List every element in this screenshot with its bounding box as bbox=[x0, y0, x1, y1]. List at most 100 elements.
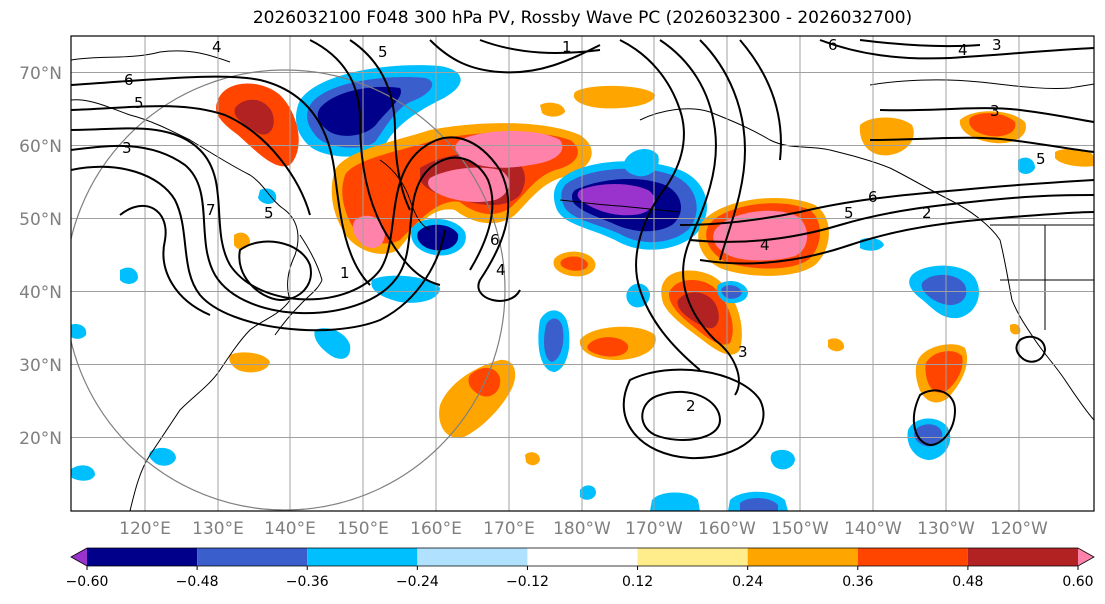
lon-label: 140°W bbox=[844, 519, 902, 539]
positive-anomaly-blob bbox=[925, 351, 963, 393]
pv-contour bbox=[739, 39, 782, 161]
colorbar-tick-label: 0.36 bbox=[842, 574, 873, 590]
lon-label: 130°W bbox=[917, 519, 975, 539]
pv-contour bbox=[1015, 335, 1047, 363]
pv-contour bbox=[479, 39, 601, 54]
colorbar-tick-label: −0.60 bbox=[66, 574, 109, 590]
pv-contour bbox=[429, 39, 601, 74]
colorbar-tick-label: −0.24 bbox=[396, 574, 439, 590]
lon-label: 120°E bbox=[119, 519, 171, 539]
contour-labels: 4 5 1 6 4 3 6 5 3 7 5 6 1 6 5 2 4 4 3 5 … bbox=[122, 36, 1046, 415]
pv-contour bbox=[619, 39, 701, 371]
negative-anomaly-blob bbox=[120, 267, 138, 284]
colorbar-segment bbox=[307, 548, 418, 566]
contour-label: 4 bbox=[760, 236, 770, 254]
pv-contour bbox=[641, 390, 722, 441]
pv-contour bbox=[71, 127, 521, 302]
colorbar-segment bbox=[197, 548, 308, 566]
pv-contour bbox=[71, 144, 494, 315]
japan-coastline bbox=[274, 234, 323, 336]
lon-label: 170°E bbox=[483, 519, 535, 539]
negative-anomaly-blob bbox=[650, 492, 700, 511]
negative-anomaly-blob bbox=[258, 188, 277, 204]
positive-anomaly-blob bbox=[234, 99, 274, 135]
positive-anomaly-blob bbox=[352, 215, 385, 248]
lat-label: 40°N bbox=[19, 283, 62, 303]
positive-anomaly-blob bbox=[234, 232, 250, 250]
pv-contour bbox=[71, 75, 371, 286]
negative-anomaly-blob bbox=[623, 148, 659, 177]
pv-contour bbox=[699, 39, 747, 261]
pv-contour bbox=[699, 211, 1094, 265]
contour-label: 3 bbox=[738, 343, 748, 361]
pv-contour bbox=[879, 107, 1094, 123]
pv-contour bbox=[859, 39, 981, 48]
pv-contour bbox=[309, 39, 441, 286]
colorbar-tick-label: −0.36 bbox=[286, 574, 329, 590]
contour-label: 4 bbox=[958, 41, 968, 59]
contour-label: 5 bbox=[378, 43, 388, 61]
lat-label: 50°N bbox=[19, 210, 62, 230]
contour-label: 1 bbox=[340, 264, 350, 282]
positive-anomaly-blob bbox=[560, 256, 588, 271]
positive-anomaly-blob bbox=[587, 337, 629, 357]
negative-anomaly-blob bbox=[721, 285, 742, 299]
pv-contour bbox=[689, 194, 1094, 243]
lon-label: 150°W bbox=[771, 519, 829, 539]
contour-label: 2 bbox=[922, 204, 932, 222]
coastlines bbox=[71, 50, 1094, 511]
longitude-labels: 120°E 130°E 140°E 150°E 160°E 170°E 180°… bbox=[119, 519, 1048, 539]
lat-label: 20°N bbox=[19, 429, 62, 449]
lon-label: 140°E bbox=[264, 519, 316, 539]
pv-contour bbox=[238, 240, 312, 302]
positive-anomaly-blob bbox=[229, 352, 270, 373]
contour-label: 7 bbox=[206, 201, 216, 219]
grid-lines bbox=[71, 36, 1094, 511]
negative-anomaly-blob bbox=[71, 465, 95, 481]
negative-anomaly-blob bbox=[149, 447, 176, 466]
lat-label: 30°N bbox=[19, 356, 62, 376]
asia-coastline bbox=[71, 50, 299, 511]
positive-anomaly-blob bbox=[428, 167, 510, 203]
pv-contour bbox=[71, 105, 311, 216]
alaska-coastline bbox=[639, 108, 1094, 421]
colorbar-extend-max bbox=[1078, 548, 1094, 566]
pv-contour bbox=[679, 179, 1094, 226]
pv-contour bbox=[71, 165, 446, 332]
lat-label: 60°N bbox=[19, 137, 62, 157]
lon-label: 130°E bbox=[192, 519, 244, 539]
contour-label: 6 bbox=[124, 71, 134, 89]
colorbar-segment bbox=[87, 548, 198, 566]
negative-anomaly-blob bbox=[580, 485, 596, 500]
colorbar-extend-min bbox=[71, 548, 87, 566]
contour-label: 3 bbox=[122, 139, 132, 157]
kamchatka-coastline bbox=[379, 159, 431, 231]
positive-anomaly-blob bbox=[969, 113, 1016, 137]
colorbar-tick-label: 0.12 bbox=[622, 574, 653, 590]
contour-label: 5 bbox=[264, 204, 274, 222]
map-frame bbox=[70, 35, 1095, 512]
lon-label: 160°E bbox=[410, 519, 462, 539]
colorbar-segment bbox=[417, 548, 528, 566]
colorbar-segment bbox=[527, 548, 638, 566]
pv-contour bbox=[869, 136, 1094, 153]
range-circle bbox=[71, 69, 506, 511]
lon-label: 170°W bbox=[625, 519, 683, 539]
colorbar: −0.60 −0.48 −0.36 −0.24 −0.12 0.12 0.24 0.36 0.4… bbox=[66, 547, 1095, 590]
colorbar-tick-label: 0.48 bbox=[952, 574, 983, 590]
positive-anomaly-blob bbox=[525, 452, 540, 466]
colorbar-segment bbox=[747, 548, 858, 566]
negative-anomaly-blob bbox=[921, 274, 967, 306]
positive-anomaly-blob bbox=[540, 102, 565, 117]
contour-label: 3 bbox=[990, 102, 1000, 120]
positive-anomaly-blob bbox=[713, 210, 808, 261]
contour-label: 4 bbox=[496, 261, 506, 279]
contour-label: 2 bbox=[686, 397, 696, 415]
colorbar-tick-label: −0.12 bbox=[506, 574, 549, 590]
lon-label: 160°W bbox=[698, 519, 756, 539]
negative-anomaly-blob bbox=[770, 449, 795, 470]
arctic-coastline bbox=[869, 79, 1094, 89]
figure-title: 2026032100 F048 300 hPa PV, Rossby Wave … bbox=[252, 8, 913, 28]
lat-label: 70°N bbox=[19, 64, 62, 84]
pv-contour bbox=[819, 39, 1094, 60]
